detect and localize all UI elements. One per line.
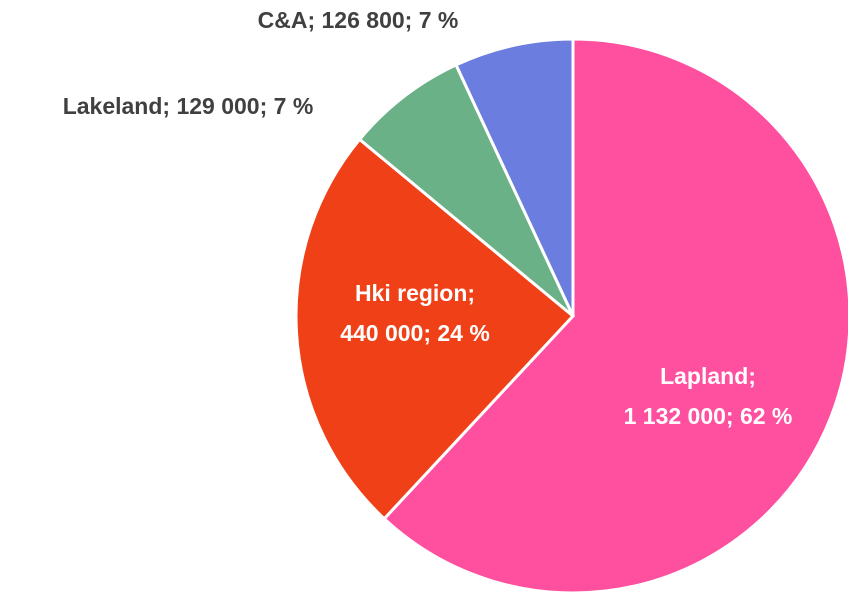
pie-slice bbox=[294, 137, 576, 521]
data-label: Lakeland; 129 000; 7 % bbox=[63, 93, 314, 119]
data-label: Hki region; bbox=[355, 280, 475, 306]
data-label: 440 000; 24 % bbox=[340, 320, 490, 346]
pie-slice bbox=[382, 37, 848, 593]
data-label: C&A; 126 800; 7 % bbox=[258, 7, 459, 33]
pie-slice bbox=[454, 37, 575, 317]
data-label: 1 132 000; 62 % bbox=[624, 403, 793, 429]
data-label: Lapland; bbox=[660, 363, 756, 389]
pie-slice bbox=[357, 62, 575, 318]
